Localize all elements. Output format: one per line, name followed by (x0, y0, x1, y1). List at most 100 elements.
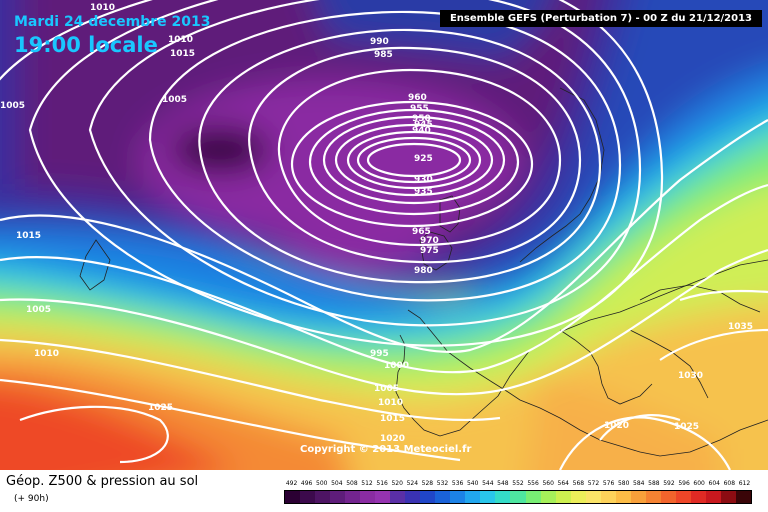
color-scale-label: 560 (542, 480, 554, 487)
legend-footer: Géop. Z500 & pression au sol (+ 90h) 492… (0, 470, 768, 512)
isobar-label: 1020 (380, 434, 405, 444)
isobar-label: 1015 (170, 49, 195, 59)
color-scale-label: 544 (482, 480, 494, 487)
color-scale-swatch (375, 491, 391, 503)
color-scale-swatch (585, 491, 601, 503)
color-scale-label: 584 (633, 480, 645, 487)
color-scale-label: 592 (663, 480, 675, 487)
isobar-label: 1005 (162, 95, 187, 105)
isobar-label: 970 (420, 236, 439, 246)
color-scale-label: 548 (497, 480, 509, 487)
color-scale-swatch (360, 491, 376, 503)
color-scale-swatch (480, 491, 496, 503)
color-scale-swatch (660, 491, 676, 503)
isobar-label: 1025 (148, 403, 173, 413)
isobar-label: 930 (414, 175, 433, 185)
color-scale-label: 552 (512, 480, 524, 487)
color-scale-swatch (570, 491, 586, 503)
isobar-label: 975 (420, 246, 439, 256)
isobar-label: 935 (414, 187, 433, 197)
color-scale-label: 528 (421, 480, 434, 487)
isobar-label: 945 (414, 120, 433, 130)
color-scale-swatch (675, 491, 691, 503)
color-scale-label: 532 (436, 480, 449, 487)
isobar-label: 1005 (0, 101, 25, 111)
copyright-text: Copyright © 2013 Meteociel.fr (300, 444, 472, 455)
color-scale-label: 588 (648, 480, 660, 487)
color-scale-label: 540 (466, 480, 479, 487)
forecast-date: Mardi 24 decembre 2013 (14, 14, 211, 30)
color-scale-swatch (345, 491, 361, 503)
color-scale-swatch (630, 491, 646, 503)
color-scale-label: 572 (587, 480, 600, 487)
color-scale-swatch (690, 491, 706, 503)
color-scale-swatch (390, 491, 406, 503)
isobar-label: 1030 (678, 371, 703, 381)
isobar-label: 980 (414, 266, 433, 276)
color-scale-label: 596 (678, 480, 690, 487)
color-scale-label: 580 (617, 480, 630, 487)
color-scale-swatch (450, 491, 466, 503)
isobar-label: 1005 (374, 384, 399, 394)
pressure-labels: 1010 1010 1015 990 985 1005 960 955 950 … (0, 3, 753, 444)
color-scale-label: 496 (300, 480, 313, 487)
color-scale-label: 564 (557, 480, 569, 487)
isobar-label: 1010 (34, 349, 59, 359)
color-scale-label: 536 (451, 480, 464, 487)
isobar-label: 925 (414, 154, 433, 164)
isobars (0, 0, 768, 470)
color-scale-swatch (495, 491, 511, 503)
color-scale-swatch (600, 491, 616, 503)
color-scale-swatch (705, 491, 721, 503)
legend-title: Géop. Z500 & pression au sol (6, 474, 199, 489)
color-scale-swatch (735, 491, 751, 503)
color-scale-label: 492 (285, 480, 298, 487)
isobar-label: 960 (408, 93, 427, 103)
isobar-label: 965 (412, 227, 431, 237)
color-scale-label: 520 (391, 480, 403, 487)
color-scale-swatch (315, 491, 331, 503)
color-scale-label: 612 (738, 480, 751, 487)
color-scale-label: 568 (572, 480, 585, 487)
isobar-label: 1035 (728, 322, 753, 332)
isobar-label: 995 (370, 349, 389, 359)
isobar-label: 1025 (674, 422, 699, 432)
color-scale: 492 496 500 504 508 512 516 520 524 528 532 536 540 5… (284, 480, 752, 504)
isobar-label: 1010 (378, 398, 403, 408)
color-scale-labels: 492 496 500 504 508 512 516 520 524 528 532 536 540 5… (284, 480, 752, 489)
color-scale-swatch (645, 491, 661, 503)
color-scale-label: 576 (602, 480, 615, 487)
isobar-label: 1020 (604, 421, 629, 431)
color-scale-swatch (555, 491, 571, 503)
isobar-label: 950 (412, 114, 431, 124)
color-scale-label: 504 (331, 480, 343, 487)
isobar-label: 990 (370, 37, 389, 47)
color-scale-label: 604 (708, 480, 720, 487)
model-run-label: Ensemble GEFS (Perturbation 7) - 00 Z du… (440, 10, 762, 27)
color-scale-swatch (300, 491, 316, 503)
color-scale-swatch (510, 491, 526, 503)
color-scale-swatch (720, 491, 736, 503)
isobar-label: 1015 (16, 231, 41, 241)
color-scale-label: 508 (346, 480, 358, 487)
color-scale-label: 524 (406, 480, 419, 487)
color-scale-label: 600 (693, 480, 705, 487)
isobar-label: 1015 (380, 414, 405, 424)
color-scale-swatch (465, 491, 481, 503)
color-scale-bar (284, 490, 752, 504)
color-scale-swatch (615, 491, 631, 503)
isobar-label: 955 (410, 104, 429, 114)
color-scale-label: 512 (361, 480, 373, 487)
color-scale-swatch (285, 491, 301, 503)
isobar-label: 985 (374, 50, 393, 60)
isobar-label: 940 (412, 126, 431, 136)
color-scale-swatch (330, 491, 346, 503)
color-scale-swatch (525, 491, 541, 503)
color-scale-label: 608 (723, 480, 736, 487)
geopotential-map: 1010 1010 1015 990 985 1005 960 955 950 … (0, 0, 768, 470)
color-scale-swatch (435, 491, 451, 503)
isobar-label: 1000 (384, 361, 409, 371)
color-scale-swatch (420, 491, 436, 503)
isobar-label: 1010 (168, 35, 193, 45)
color-scale-label: 500 (316, 480, 328, 487)
